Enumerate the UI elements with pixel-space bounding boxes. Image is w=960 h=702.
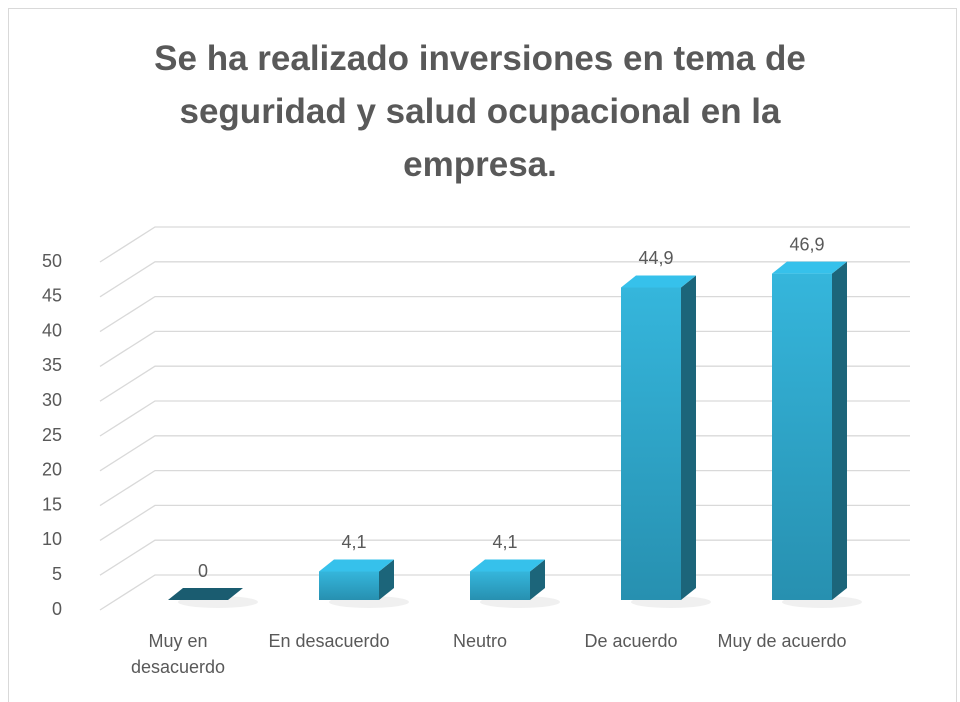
x-tick-label: Muy en desacuerdo <box>130 631 226 677</box>
x-tick-label: Neutro <box>452 631 508 651</box>
y-tick-label: 15 <box>42 494 62 514</box>
y-tick-label: 10 <box>42 529 62 549</box>
bar-side <box>681 275 696 600</box>
y-tick-label: 20 <box>42 460 62 480</box>
x-tick-label: De acuerdo <box>584 631 678 651</box>
bar <box>621 275 696 600</box>
y-tick-label: 25 <box>42 425 62 445</box>
data-label: 44,9 <box>638 248 673 268</box>
x-tick-label: Muy de acuerdo <box>717 631 847 651</box>
data-label: 0 <box>198 561 208 581</box>
data-label: 4,1 <box>492 532 517 552</box>
data-label: 4,1 <box>341 532 366 552</box>
bar-front <box>319 571 379 600</box>
bar-top <box>168 588 243 600</box>
bar-side <box>379 559 394 600</box>
bar <box>168 588 243 600</box>
bar-front <box>621 287 681 600</box>
bar <box>772 261 847 600</box>
bar-front <box>470 571 530 600</box>
grid-line <box>99 226 910 263</box>
bar <box>470 559 545 600</box>
data-label: 46,9 <box>789 234 824 254</box>
bar-top <box>621 275 696 288</box>
y-tick-label: 45 <box>42 286 62 306</box>
y-tick-label: 30 <box>42 390 62 410</box>
chart-border <box>8 8 957 702</box>
x-tick-label: En desacuerdo <box>268 631 390 651</box>
bar-top <box>772 261 847 274</box>
bar-side <box>530 559 545 600</box>
y-tick-label: 0 <box>52 599 62 619</box>
grid-line <box>99 261 910 298</box>
bar-top <box>319 559 394 572</box>
y-tick-label: 40 <box>42 320 62 340</box>
y-tick-label: 35 <box>42 355 62 375</box>
bar-top <box>470 559 545 572</box>
chart-title: Se ha realizado inversiones en tema de s… <box>154 39 806 184</box>
y-tick-label: 50 <box>42 251 62 271</box>
y-tick-label: 5 <box>52 564 62 584</box>
bar-front <box>772 273 832 600</box>
bar-side <box>832 261 847 600</box>
bar <box>319 559 394 600</box>
